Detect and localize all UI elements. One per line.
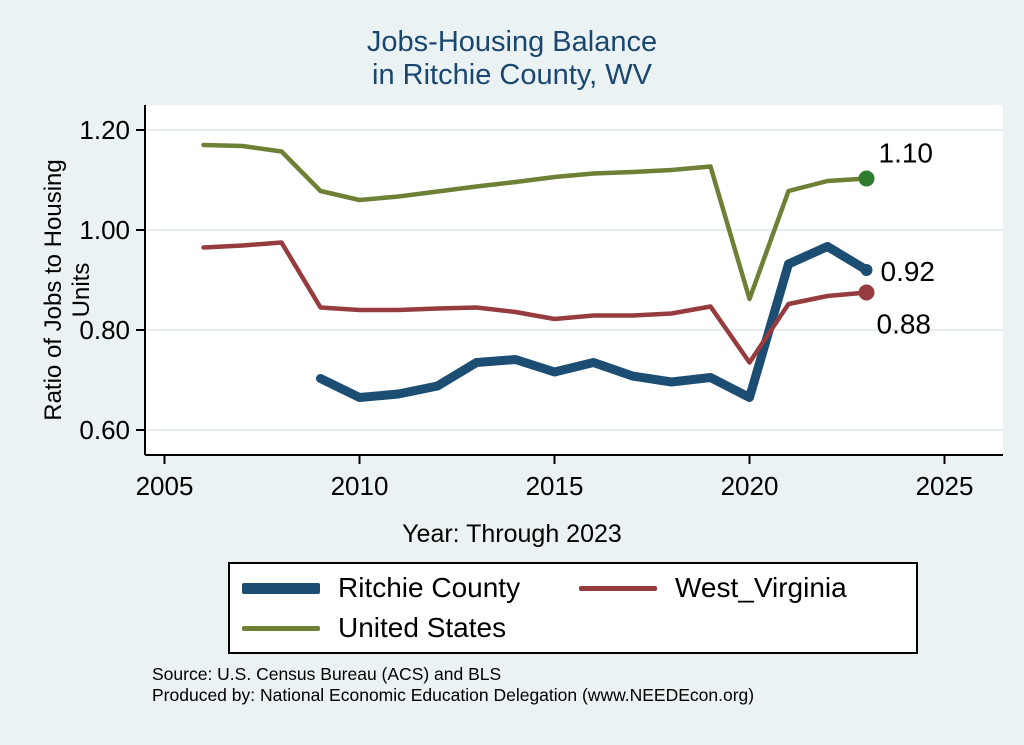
y-tick-label: 0.80 [79, 315, 130, 345]
series-end-label: 0.92 [881, 256, 936, 287]
chart-title: Jobs-Housing Balance in Ritchie County, … [0, 26, 1024, 92]
legend-label: United States [338, 612, 507, 643]
legend-item: United States [242, 612, 579, 644]
y-tick-label: 1.20 [79, 115, 130, 145]
series-line [201, 142, 869, 302]
line-chart-plot: 0.60 0.80 1.00 1.20 2005 2010 2015 2020 2025 0.92… [79, 105, 1003, 501]
chart-title-line1: Jobs-Housing Balance [366, 26, 658, 58]
series-line [316, 242, 871, 402]
x-tick-label: 2015 [526, 471, 584, 501]
series-end-dot [858, 170, 875, 187]
series-end-label: 0.88 [877, 309, 932, 340]
legend-item: West_Virginia [579, 572, 916, 604]
legend-swatch [579, 585, 657, 591]
y-tick-label: 0.60 [79, 415, 130, 445]
source-line1: Source: U.S. Census Bureau (ACS) and BLS [152, 664, 502, 684]
x-tick-label: 2010 [331, 471, 389, 501]
x-axis-label: Year: Through 2023 [402, 520, 622, 548]
series-end-label: 1.10 [879, 138, 934, 169]
source-note: Source: U.S. Census Bureau (ACS) and BLS… [152, 664, 754, 706]
chart-title-line2: in Ritchie County, WV [372, 59, 652, 91]
legend-label: West_Virginia [675, 572, 847, 603]
series-end-dot [858, 284, 875, 301]
legend-label: Ritchie County [338, 572, 521, 603]
legend-swatch [242, 625, 320, 631]
x-tick-label: 2005 [136, 471, 194, 501]
source-line2: Produced by: National Economic Education… [152, 685, 755, 705]
legend-item: Ritchie County [242, 572, 579, 604]
plot-area [145, 105, 1003, 455]
series-line [201, 240, 869, 365]
legend-swatch [242, 582, 320, 594]
series-end-dot [860, 264, 873, 276]
legend: Ritchie County West_Virginia United States [228, 562, 918, 654]
x-tick-label: 2025 [916, 471, 974, 501]
x-tick-label: 2020 [721, 471, 779, 501]
y-tick-label: 1.00 [79, 215, 130, 245]
